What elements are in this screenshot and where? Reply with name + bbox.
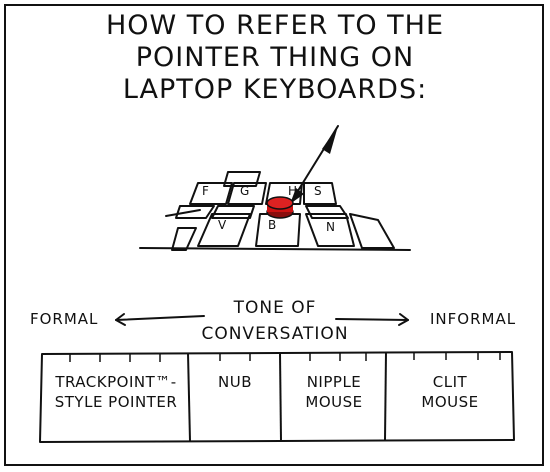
pointer-arrow-head bbox=[322, 126, 338, 154]
key-mid-3 bbox=[305, 205, 349, 219]
key-label-s: S bbox=[314, 184, 323, 198]
title-line-2: POINTER THING ON bbox=[135, 42, 415, 73]
terms-ruler bbox=[39, 351, 515, 443]
scale-label-line-1: TONE OF bbox=[233, 298, 317, 318]
comic-panel-frame bbox=[4, 4, 544, 466]
term-nub: NUB bbox=[190, 372, 280, 428]
ruler-tick-marks bbox=[69, 352, 501, 362]
keyboard-illustration bbox=[139, 171, 411, 251]
key-h-frame bbox=[265, 182, 303, 205]
key-label-v: V bbox=[218, 218, 228, 232]
formal-arrow bbox=[115, 315, 205, 321]
key-bottom-left bbox=[171, 227, 197, 251]
tone-of-conversation-label: TONE OF CONVERSATION bbox=[160, 295, 390, 347]
key-label-f: F bbox=[202, 184, 210, 198]
informal-arrow bbox=[335, 318, 409, 321]
key-label-n: N bbox=[326, 220, 336, 234]
comic-title: HOW TO REFER TO THE POINTER THING ON LAP… bbox=[0, 10, 550, 106]
key-bottom-right bbox=[349, 213, 395, 249]
key-label-g: G bbox=[240, 184, 251, 198]
key-label-h: H bbox=[288, 184, 299, 198]
term-nipple-line-2: MOUSE bbox=[305, 393, 363, 411]
term-nipple-line-1: NIPPLE bbox=[306, 373, 362, 391]
term-clit-mouse: CLIT MOUSE bbox=[388, 372, 512, 428]
informal-label: INFORMAL bbox=[430, 310, 517, 328]
term-trackpoint-line-1: TRACKPOINT™- bbox=[55, 373, 177, 391]
term-nipple-mouse: NIPPLE MOUSE bbox=[282, 372, 386, 428]
keyboard-base-line bbox=[139, 247, 411, 251]
key-f bbox=[189, 182, 233, 205]
term-trackpoint: TRACKPOINT™- STYLE POINTER bbox=[44, 372, 188, 428]
title-line-1: HOW TO REFER TO THE bbox=[105, 10, 445, 41]
key-b bbox=[255, 213, 301, 247]
key-label-b: B bbox=[268, 218, 278, 232]
term-nub-line-1: NUB bbox=[218, 373, 252, 391]
pointer-arrow-tip bbox=[290, 188, 304, 204]
keyboard-row-line bbox=[165, 209, 201, 217]
key-n bbox=[305, 213, 355, 247]
term-trackpoint-line-2: STYLE POINTER bbox=[54, 393, 178, 411]
term-clit-line-2: MOUSE bbox=[421, 393, 479, 411]
formal-label: FORMAL bbox=[30, 310, 99, 328]
key-mid-2 bbox=[211, 205, 255, 219]
key-g bbox=[227, 182, 267, 205]
key-s bbox=[303, 182, 337, 205]
scale-label-line-2: CONVERSATION bbox=[201, 324, 349, 344]
term-clit-line-1: CLIT bbox=[432, 373, 468, 391]
key-v bbox=[197, 213, 251, 247]
key-mid-left bbox=[175, 205, 215, 219]
trackpoint-nub bbox=[266, 196, 294, 219]
key-top-left-partial bbox=[223, 171, 261, 187]
title-line-3: LAPTOP KEYBOARDS: bbox=[122, 74, 428, 105]
